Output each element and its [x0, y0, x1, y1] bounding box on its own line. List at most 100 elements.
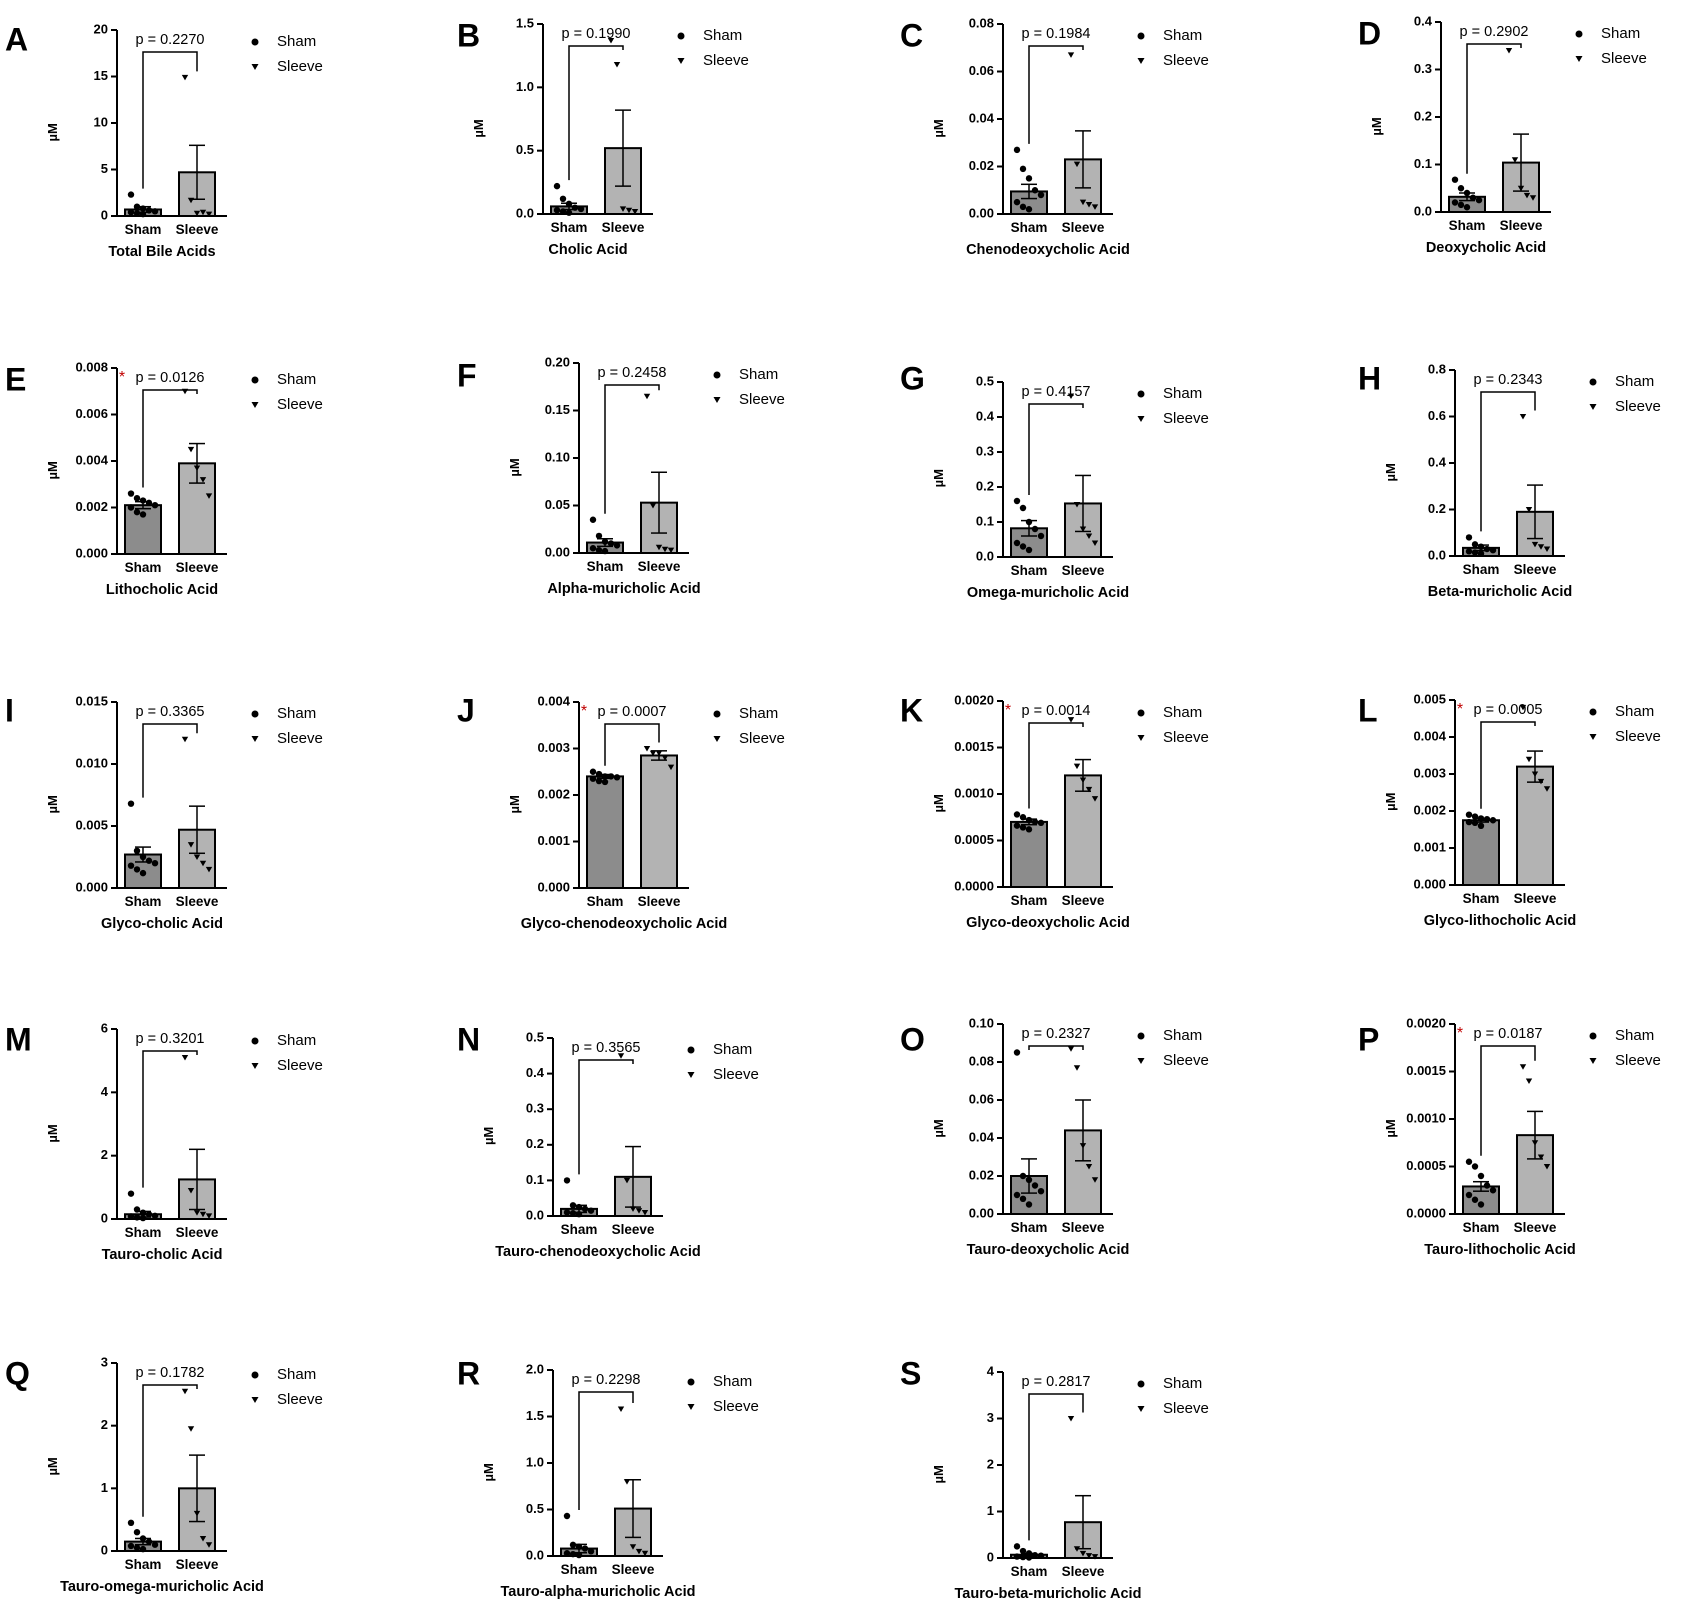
data-point-sham [1019, 1553, 1027, 1561]
data-point-sham [133, 495, 141, 502]
data-point-sham [139, 1214, 147, 1222]
data-point-sham [1471, 541, 1479, 548]
chart-title: Tauro-beta-muricholic Acid [955, 1586, 1142, 1602]
y-tick-label: 0.002 [1413, 802, 1446, 817]
significance-bracket [142, 51, 198, 189]
chart-title: Chenodeoxycholic Acid [966, 242, 1130, 258]
data-point-sleeve [1511, 157, 1519, 163]
x-category-label: Sham [125, 894, 162, 909]
data-point-sham [1019, 814, 1027, 821]
chart-title: Tauro-lithocholic Acid [1424, 1242, 1575, 1258]
y-axis-label: µM [45, 123, 60, 141]
x-category-label: Sleeve [176, 1557, 219, 1572]
significance-star: * [1457, 1025, 1463, 1042]
p-value-label: p = 0.2902 [1460, 24, 1529, 40]
data-point-sham [1019, 1195, 1027, 1203]
data-point-sham [1037, 191, 1045, 199]
panel-letter: O [900, 1021, 925, 1057]
data-point-sham [145, 499, 153, 507]
chart-title: Tauro-chenodeoxycholic Acid [495, 1244, 700, 1260]
data-point-sleeve [1531, 771, 1539, 777]
data-point-sleeve [1519, 1064, 1527, 1070]
data-point-sham [569, 1550, 577, 1558]
data-point-sham [571, 204, 579, 211]
y-tick-label: 1 [987, 1503, 994, 1518]
bar-sham [1462, 819, 1500, 886]
data-point-sleeve [661, 546, 669, 553]
data-point-sham [139, 1209, 147, 1216]
data-point-sham [145, 207, 153, 214]
x-category-label: Sham [1011, 563, 1048, 578]
data-point-sham [1025, 1201, 1033, 1208]
x-category-label: Sleeve [176, 1225, 219, 1240]
y-tick-label: 0.002 [75, 499, 108, 514]
data-point-sham [1463, 189, 1471, 197]
data-point-sham [1471, 1196, 1479, 1203]
data-point-sleeve [199, 477, 207, 483]
chart-panel-m: M 0 2 4 6 µM Sham Sleeve Tauro-cholic Acid p = 0.… [5, 1020, 323, 1263]
panel-letter: S [900, 1355, 921, 1391]
y-tick-label: 0.0 [1414, 203, 1432, 218]
data-point-sleeve [1067, 1046, 1075, 1052]
legend-marker-sham [1137, 32, 1145, 40]
data-point-sleeve [635, 1208, 643, 1214]
x-category-label: Sleeve [602, 220, 645, 235]
significance-bracket [1028, 1045, 1084, 1050]
data-point-sham [1463, 204, 1471, 211]
data-point-sham [139, 511, 147, 518]
data-point-sham [569, 1541, 577, 1549]
data-point-sham [127, 862, 135, 869]
data-point-sleeve [1091, 1177, 1099, 1183]
y-tick-label: 0.004 [1413, 728, 1446, 743]
data-point-sham [1013, 811, 1021, 818]
chart-panel-f: F 0.00 0.05 0.10 0.15 0.20 µM Sham Sleeve Alpha-m… [457, 354, 785, 597]
p-value-label: p = 0.0014 [1022, 703, 1091, 719]
chart-title: Tauro-cholic Acid [102, 1247, 223, 1263]
legend-label-sleeve: Sleeve [713, 1398, 759, 1415]
x-category-label: Sleeve [1062, 893, 1105, 908]
chart-panel-q: Q 0 1 2 3 µM Sham Sleeve Tauro-omega-muricholic … [5, 1354, 323, 1595]
legend-label-sham: Sham [1615, 1027, 1654, 1044]
data-point-sleeve [1517, 185, 1525, 192]
data-point-sham [563, 1512, 571, 1520]
y-tick-label: 0.8 [1428, 361, 1446, 376]
legend-marker-sham [687, 1046, 695, 1054]
y-tick-label: 0.00 [545, 544, 570, 559]
data-point-sham [1019, 543, 1027, 550]
bar-sleeve [640, 754, 678, 889]
data-point-sleeve [193, 465, 201, 471]
data-point-sleeve [629, 1206, 637, 1212]
data-point-sham [589, 768, 597, 775]
chart-title: Tauro-deoxycholic Acid [967, 1242, 1130, 1258]
data-point-sham [139, 1535, 147, 1542]
data-point-sham [139, 497, 147, 504]
legend-marker-sham [1589, 378, 1597, 386]
significance-star: * [119, 369, 125, 386]
data-point-sham [1457, 185, 1465, 192]
data-point-sham [133, 210, 141, 217]
legend-marker-sham [687, 1378, 695, 1386]
data-point-sham [559, 195, 567, 202]
y-tick-label: 0.0020 [954, 692, 994, 707]
significance-bracket [578, 1059, 634, 1175]
data-point-sham [133, 508, 141, 516]
legend-marker-sleeve [1589, 1058, 1597, 1064]
data-point-sham [553, 207, 561, 214]
chart-panel-i: I 0.000 0.005 0.010 0.015 µM Sham Sleeve Glyco-c… [5, 692, 323, 932]
x-category-label: Sham [587, 559, 624, 574]
y-tick-label: 0.02 [969, 1167, 994, 1182]
data-point-sham [575, 1211, 583, 1218]
data-point-sham [151, 208, 159, 215]
y-axis-label: µM [507, 458, 522, 476]
data-point-sham [133, 1214, 141, 1221]
legend-marker-sham [1137, 1380, 1145, 1388]
y-tick-label: 0.0 [526, 1547, 544, 1562]
data-point-sham [127, 209, 135, 216]
y-tick-label: 0.3 [976, 443, 994, 458]
y-tick-label: 0.15 [545, 402, 570, 417]
data-point-sleeve [187, 842, 195, 848]
chart-panel-c: C 0.00 0.02 0.04 0.06 0.08 µM Sham Sleeve Chenode… [900, 15, 1209, 258]
significance-bracket [142, 723, 198, 798]
legend-label-sleeve: Sleeve [739, 730, 785, 747]
data-point-sleeve [1085, 1164, 1093, 1170]
